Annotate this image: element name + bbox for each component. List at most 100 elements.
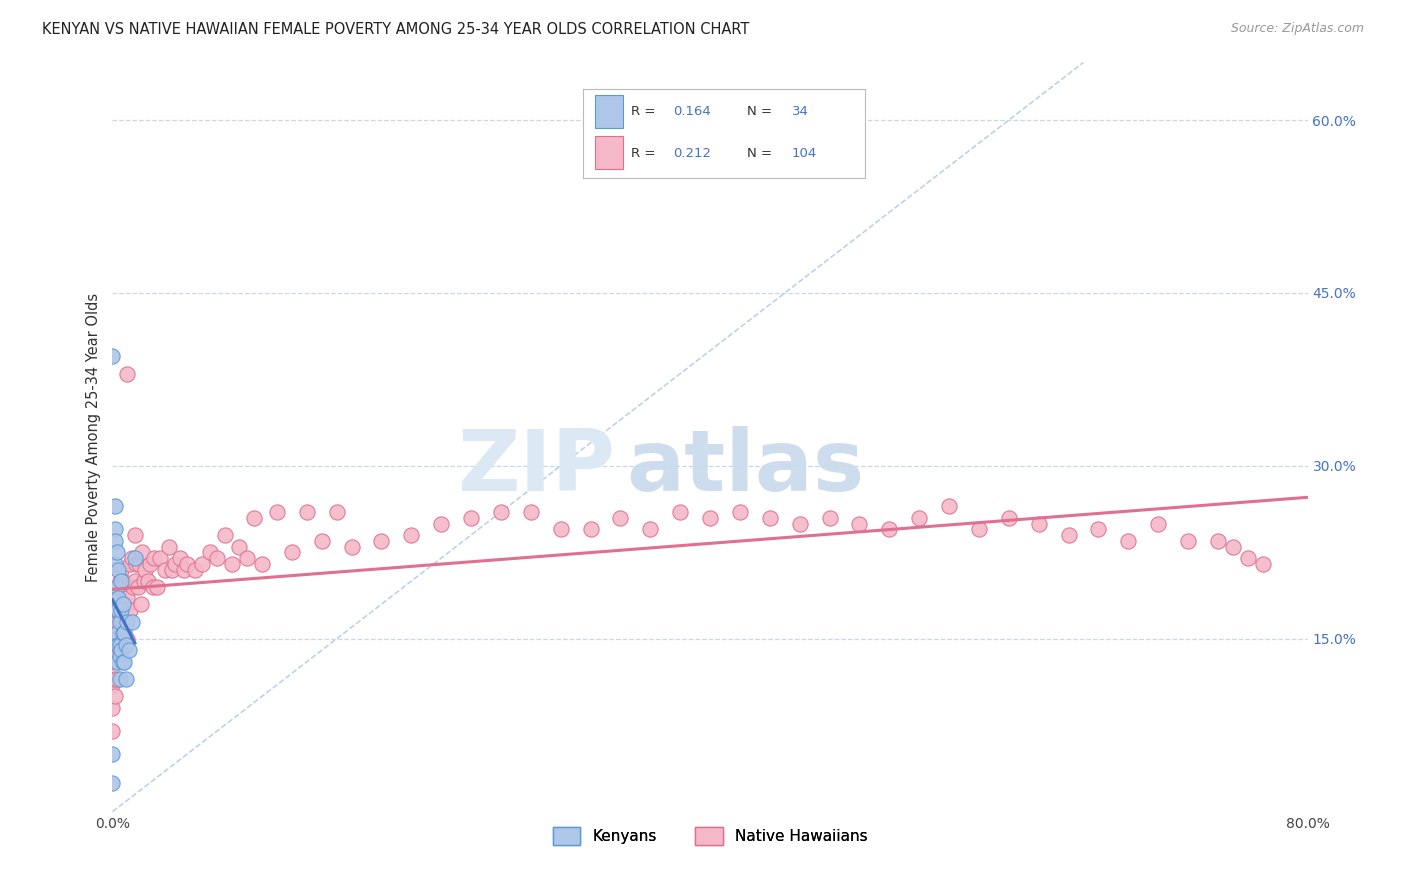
Point [110, 643, 132, 657]
Point [214, 528, 236, 542]
Point [998, 510, 1021, 524]
Point [1057, 528, 1080, 542]
Text: 104: 104 [792, 147, 817, 160]
Point [107, 615, 129, 629]
Point [104, 620, 127, 634]
Point [967, 522, 990, 536]
Point [107, 603, 129, 617]
Point [127, 580, 149, 594]
Point [139, 557, 162, 571]
Point [111, 626, 134, 640]
Point [111, 655, 134, 669]
Point [124, 551, 146, 566]
Point [728, 505, 751, 519]
Point [169, 551, 191, 566]
Point [105, 632, 128, 646]
Legend: Kenyans, Native Hawaiians: Kenyans, Native Hawaiians [546, 820, 875, 853]
Point [550, 522, 572, 536]
Point [121, 615, 143, 629]
Point [281, 545, 304, 559]
Point [460, 510, 482, 524]
Point [108, 638, 131, 652]
Text: Source: ZipAtlas.com: Source: ZipAtlas.com [1230, 22, 1364, 36]
Point [114, 626, 135, 640]
Point [198, 545, 221, 559]
Point [101, 632, 124, 646]
Point [101, 655, 124, 669]
Point [129, 597, 152, 611]
Point [165, 557, 187, 571]
Point [101, 678, 124, 692]
Point [669, 505, 692, 519]
Text: 34: 34 [792, 105, 808, 118]
Point [236, 551, 259, 566]
Point [143, 551, 166, 566]
Point [191, 557, 214, 571]
Point [124, 528, 146, 542]
Point [118, 643, 141, 657]
Point [103, 638, 125, 652]
Point [101, 776, 124, 790]
Point [221, 557, 243, 571]
Point [1087, 522, 1109, 536]
Point [759, 510, 782, 524]
Point [108, 574, 131, 589]
Point [848, 516, 870, 531]
Point [104, 557, 127, 571]
Point [107, 591, 129, 606]
Point [104, 533, 127, 548]
Point [132, 574, 155, 589]
Point [101, 701, 124, 715]
Point [153, 563, 176, 577]
Point [1206, 533, 1229, 548]
Point [125, 557, 148, 571]
Point [117, 591, 139, 606]
Point [938, 500, 960, 514]
Point [520, 505, 543, 519]
Point [117, 367, 139, 381]
Point [107, 563, 129, 577]
Point [108, 643, 131, 657]
Point [101, 747, 124, 761]
Point [110, 608, 132, 623]
Text: 0.212: 0.212 [673, 147, 711, 160]
Point [149, 551, 172, 566]
Point [131, 545, 153, 559]
Point [228, 540, 250, 554]
Point [183, 563, 205, 577]
Point [115, 638, 138, 652]
Point [579, 522, 602, 536]
Point [114, 626, 135, 640]
Point [107, 655, 129, 669]
Point [103, 608, 125, 623]
Point [138, 574, 160, 589]
Point [101, 724, 124, 739]
Point [105, 655, 128, 669]
Point [609, 510, 631, 524]
Point [489, 505, 512, 519]
Point [1147, 516, 1170, 531]
Text: 0.164: 0.164 [673, 105, 711, 118]
Point [157, 540, 180, 554]
Point [105, 672, 128, 686]
Point [124, 574, 146, 589]
Text: R =: R = [631, 147, 659, 160]
Text: atlas: atlas [627, 425, 865, 508]
Point [142, 580, 165, 594]
Point [311, 533, 333, 548]
Point [105, 545, 128, 559]
Point [110, 603, 132, 617]
Point [120, 603, 142, 617]
Point [121, 551, 143, 566]
Point [101, 350, 124, 364]
Point [104, 690, 127, 704]
Point [340, 540, 363, 554]
Point [105, 603, 128, 617]
Point [105, 603, 128, 617]
Point [205, 551, 228, 566]
Point [105, 580, 128, 594]
Point [1118, 533, 1140, 548]
Point [114, 580, 135, 594]
Point [325, 505, 347, 519]
Point [107, 638, 129, 652]
